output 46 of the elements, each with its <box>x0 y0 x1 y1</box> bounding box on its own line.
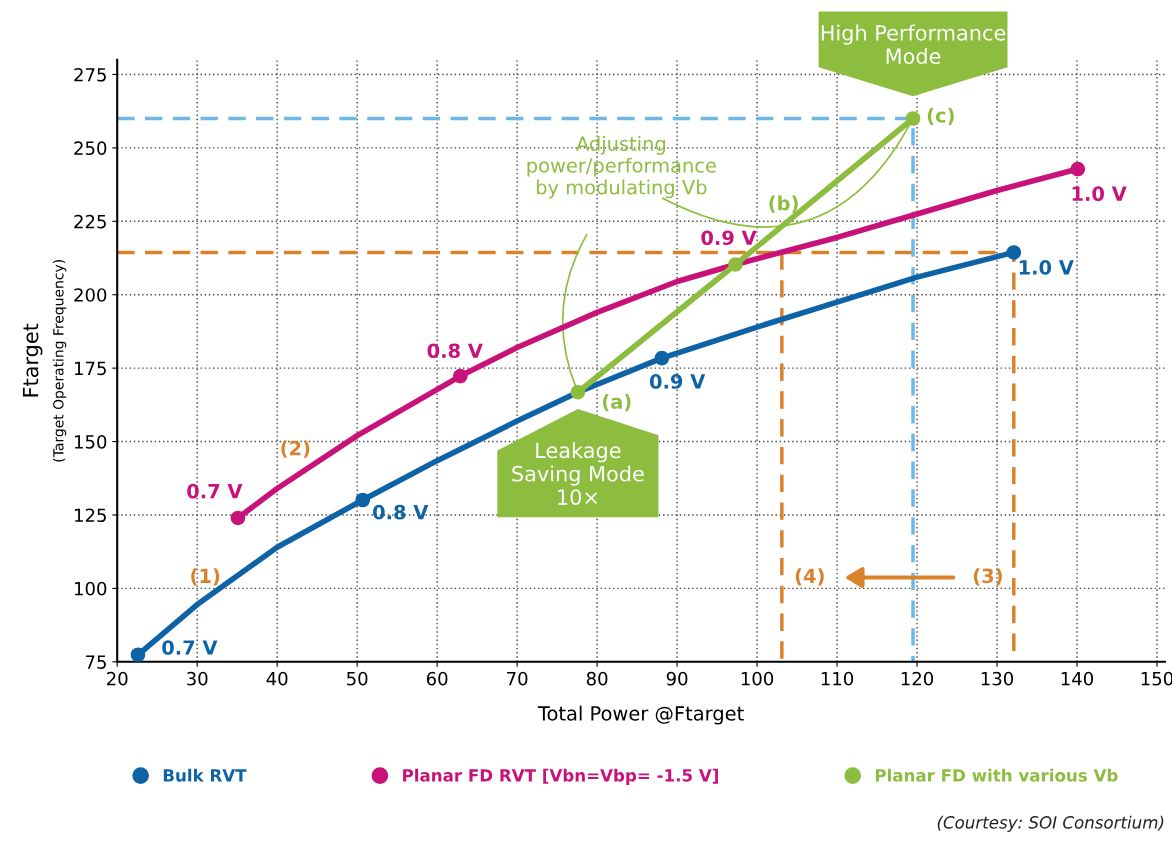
y-tick-label: 75 <box>85 655 106 669</box>
annotation: 0.9 V <box>649 374 706 389</box>
annotation: 0.9 V <box>701 230 757 246</box>
x-tick-label: 40 <box>266 671 288 686</box>
annotation: (c) <box>927 107 954 126</box>
x-tick-label: 130 <box>981 671 1014 686</box>
x-tick-label: 110 <box>821 671 854 686</box>
annotation: 1.0 V <box>1019 260 1074 275</box>
x-tick-label: 60 <box>426 671 448 686</box>
y-tick-label: 200 <box>74 288 107 302</box>
annotation: Leakage Saving Mode 10× <box>512 442 644 505</box>
y-tick-label: 225 <box>74 214 106 229</box>
x-tick-label: 140 <box>1061 671 1094 686</box>
annotation: (a) <box>603 393 631 412</box>
annotation: 0.7 V <box>162 640 218 655</box>
y-tick-label: 275 <box>74 67 106 82</box>
x-tick-label: 50 <box>347 671 368 686</box>
annotation: High Performance Mode <box>821 24 1006 64</box>
annotation: (1) <box>191 568 220 586</box>
x-tick-label: 70 <box>507 671 528 686</box>
x-tick-label: 90 <box>666 671 688 686</box>
text: (Courtesy: SOI Consortium) <box>937 815 1164 832</box>
annotation: (4) <box>795 568 824 586</box>
annotation: 0.8 V <box>373 504 429 520</box>
y-tick-label: 250 <box>74 141 107 155</box>
legend-label: Bulk RVT <box>163 768 247 782</box>
y-axis-title: Ftarget (Target Operating Frequency) <box>22 260 67 462</box>
y-tick-label: 100 <box>75 581 107 596</box>
x-axis-title: Total Power @Ftarget <box>537 705 744 725</box>
legend-label: Planar FD with various Vb <box>875 768 1118 782</box>
x-tick-label: 120 <box>901 671 934 686</box>
y-tick-label: 175 <box>75 361 106 376</box>
annotation: 0.7 V <box>187 483 243 499</box>
annotation: (2) <box>281 440 310 458</box>
annotation: (b) <box>769 195 798 213</box>
y-tick-label: 150 <box>75 435 107 449</box>
x-tick-label: 30 <box>187 671 208 686</box>
y-tick-label: 125 <box>75 508 106 523</box>
annotation: Adjusting power/performance by modulating Vb <box>527 135 716 199</box>
annotation: 1.0 V <box>1072 186 1127 202</box>
legend-label: Planar FD RVT [Vbn=Vbp= -1.5 V] <box>403 768 718 785</box>
x-tick-label: 100 <box>741 671 774 686</box>
x-tick-label: 20 <box>107 671 128 686</box>
annotation: 0.8 V <box>427 343 483 359</box>
annotation: (3) <box>973 568 1002 586</box>
x-tick-label: 80 <box>586 671 608 686</box>
